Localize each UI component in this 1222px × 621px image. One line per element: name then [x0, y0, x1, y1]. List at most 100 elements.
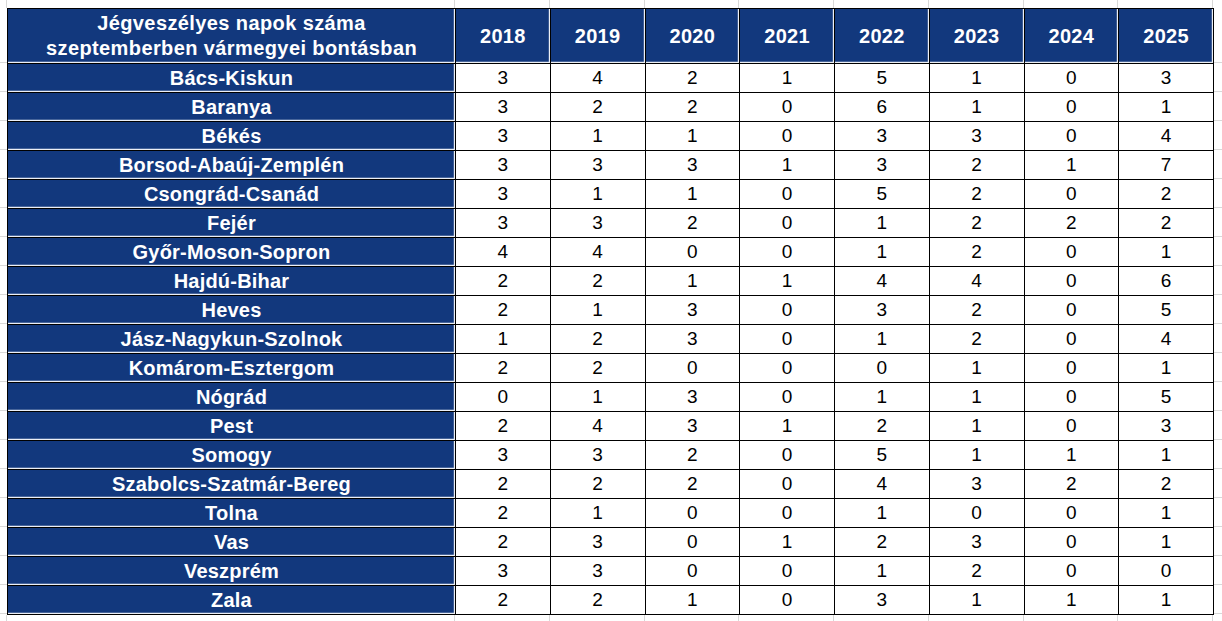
year-header-2018[interactable]: 2018: [456, 9, 551, 64]
value-cell[interactable]: 0: [740, 383, 835, 412]
value-cell[interactable]: 3: [835, 151, 930, 180]
county-cell[interactable]: Pest: [8, 412, 456, 441]
value-cell[interactable]: 1: [929, 354, 1024, 383]
value-cell[interactable]: 3: [929, 528, 1024, 557]
value-cell[interactable]: 3: [456, 122, 551, 151]
value-cell[interactable]: 1: [1024, 441, 1119, 470]
value-cell[interactable]: 5: [1119, 383, 1214, 412]
value-cell[interactable]: 2: [550, 267, 645, 296]
value-cell[interactable]: 1: [1119, 528, 1214, 557]
value-cell[interactable]: 7: [1119, 151, 1214, 180]
value-cell[interactable]: 1: [835, 499, 930, 528]
value-cell[interactable]: 1: [645, 180, 740, 209]
value-cell[interactable]: 0: [740, 93, 835, 122]
county-cell[interactable]: Nógrád: [8, 383, 456, 412]
value-cell[interactable]: 0: [645, 499, 740, 528]
value-cell[interactable]: 0: [740, 325, 835, 354]
county-cell[interactable]: Vas: [8, 528, 456, 557]
value-cell[interactable]: 1: [835, 238, 930, 267]
value-cell[interactable]: 2: [1024, 209, 1119, 238]
value-cell[interactable]: 3: [456, 441, 551, 470]
county-cell[interactable]: Heves: [8, 296, 456, 325]
value-cell[interactable]: 2: [550, 354, 645, 383]
value-cell[interactable]: 2: [1024, 470, 1119, 499]
value-cell[interactable]: 2: [1119, 470, 1214, 499]
county-cell[interactable]: Szabolcs-Szatmár-Bereg: [8, 470, 456, 499]
value-cell[interactable]: 2: [929, 180, 1024, 209]
value-cell[interactable]: 0: [740, 180, 835, 209]
value-cell[interactable]: 3: [835, 296, 930, 325]
value-cell[interactable]: 1: [1119, 354, 1214, 383]
value-cell[interactable]: 0: [1024, 354, 1119, 383]
value-cell[interactable]: 2: [645, 209, 740, 238]
value-cell[interactable]: 3: [929, 122, 1024, 151]
value-cell[interactable]: 1: [929, 586, 1024, 615]
value-cell[interactable]: 1: [740, 528, 835, 557]
value-cell[interactable]: 2: [456, 499, 551, 528]
value-cell[interactable]: 2: [929, 296, 1024, 325]
value-cell[interactable]: 0: [645, 557, 740, 586]
value-cell[interactable]: 0: [645, 354, 740, 383]
value-cell[interactable]: 1: [1119, 441, 1214, 470]
value-cell[interactable]: 2: [929, 151, 1024, 180]
value-cell[interactable]: 2: [550, 325, 645, 354]
county-cell[interactable]: Győr-Moson-Sopron: [8, 238, 456, 267]
value-cell[interactable]: 2: [456, 267, 551, 296]
value-cell[interactable]: 2: [1119, 180, 1214, 209]
county-cell[interactable]: Csongrád-Csanád: [8, 180, 456, 209]
value-cell[interactable]: 2: [550, 470, 645, 499]
value-cell[interactable]: 3: [835, 586, 930, 615]
value-cell[interactable]: 0: [645, 238, 740, 267]
value-cell[interactable]: 2: [929, 238, 1024, 267]
value-cell[interactable]: 3: [550, 557, 645, 586]
value-cell[interactable]: 0: [1024, 93, 1119, 122]
county-cell[interactable]: Borsod-Abaúj-Zemplén: [8, 151, 456, 180]
county-cell[interactable]: Békés: [8, 122, 456, 151]
value-cell[interactable]: 0: [1024, 122, 1119, 151]
value-cell[interactable]: 1: [929, 383, 1024, 412]
value-cell[interactable]: 3: [456, 93, 551, 122]
value-cell[interactable]: 2: [456, 470, 551, 499]
value-cell[interactable]: 0: [740, 296, 835, 325]
value-cell[interactable]: 1: [1119, 93, 1214, 122]
value-cell[interactable]: 3: [550, 441, 645, 470]
county-cell[interactable]: Somogy: [8, 441, 456, 470]
value-cell[interactable]: 1: [740, 412, 835, 441]
value-cell[interactable]: 0: [1024, 499, 1119, 528]
value-cell[interactable]: 2: [456, 586, 551, 615]
value-cell[interactable]: 3: [456, 151, 551, 180]
value-cell[interactable]: 0: [1119, 557, 1214, 586]
value-cell[interactable]: 4: [1119, 325, 1214, 354]
year-header-2020[interactable]: 2020: [645, 9, 740, 64]
value-cell[interactable]: 3: [645, 412, 740, 441]
value-cell[interactable]: 2: [835, 412, 930, 441]
value-cell[interactable]: 0: [1024, 296, 1119, 325]
value-cell[interactable]: 2: [645, 441, 740, 470]
value-cell[interactable]: 0: [1024, 383, 1119, 412]
value-cell[interactable]: 0: [740, 122, 835, 151]
value-cell[interactable]: 0: [740, 238, 835, 267]
value-cell[interactable]: 3: [456, 557, 551, 586]
value-cell[interactable]: 1: [645, 267, 740, 296]
county-cell[interactable]: Tolna: [8, 499, 456, 528]
value-cell[interactable]: 4: [835, 267, 930, 296]
value-cell[interactable]: 4: [550, 412, 645, 441]
value-cell[interactable]: 1: [550, 180, 645, 209]
value-cell[interactable]: 0: [1024, 180, 1119, 209]
value-cell[interactable]: 3: [456, 209, 551, 238]
value-cell[interactable]: 6: [1119, 267, 1214, 296]
value-cell[interactable]: 3: [456, 64, 551, 93]
value-cell[interactable]: 1: [550, 122, 645, 151]
value-cell[interactable]: 1: [550, 383, 645, 412]
county-cell[interactable]: Komárom-Esztergom: [8, 354, 456, 383]
value-cell[interactable]: 3: [550, 209, 645, 238]
year-header-2023[interactable]: 2023: [929, 9, 1024, 64]
value-cell[interactable]: 1: [1024, 586, 1119, 615]
value-cell[interactable]: 4: [929, 267, 1024, 296]
value-cell[interactable]: 2: [456, 412, 551, 441]
value-cell[interactable]: 1: [550, 499, 645, 528]
value-cell[interactable]: 1: [1119, 238, 1214, 267]
year-header-2021[interactable]: 2021: [740, 9, 835, 64]
value-cell[interactable]: 5: [835, 180, 930, 209]
year-header-2025[interactable]: 2025: [1119, 9, 1214, 64]
